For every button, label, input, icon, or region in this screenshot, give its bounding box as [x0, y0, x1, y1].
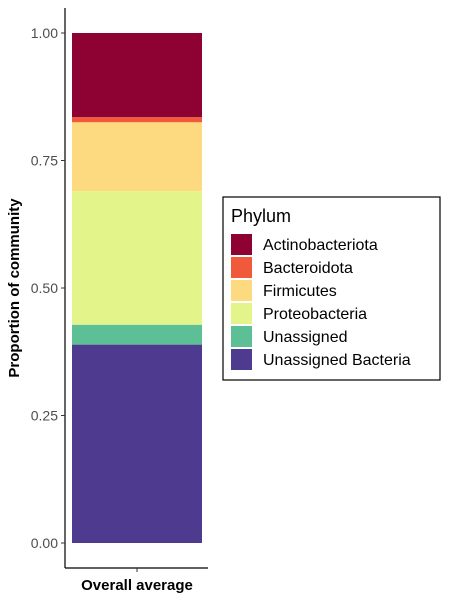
y-tick-label: 0.75: [31, 153, 58, 169]
bar-segment-firmicutes: [72, 122, 202, 192]
legend-label: Proteobacteria: [263, 306, 367, 323]
bar-segment-bacteroidota: [72, 117, 202, 123]
legend-label: Actinobacteriota: [263, 237, 378, 254]
y-tick-label: 1.00: [31, 25, 58, 41]
legend-swatch: [231, 257, 252, 278]
y-tick-label: 0.50: [31, 280, 58, 296]
x-tick-label: Overall average: [81, 577, 193, 594]
bar-segment-proteobacteria: [72, 191, 202, 325]
legend-label: Bacteroidota: [263, 260, 353, 277]
legend-label: Unassigned Bacteria: [263, 352, 411, 369]
legend-title: Phylum: [231, 206, 291, 226]
legend-swatch: [231, 303, 252, 324]
legend-swatch: [231, 280, 252, 301]
legend-box: [222, 196, 441, 381]
y-ticks: 0.00 0.25 0.50 0.75 1.00: [31, 25, 65, 551]
bar-segment-unassigned-bacteria: [72, 344, 202, 543]
bar-segment-actinobacteriota: [72, 33, 202, 118]
y-tick-label: 0.00: [31, 535, 58, 551]
legend-items: Actinobacteriota Bacteroidota Firmicutes Pr…: [231, 234, 411, 370]
legend-swatch: [231, 326, 252, 347]
legend-label: Unassigned: [263, 329, 348, 346]
bar-segments: [72, 33, 202, 543]
bar-segment-unassigned: [72, 324, 202, 345]
y-axis-title: Proportion of community: [6, 198, 23, 378]
legend-swatch: [231, 349, 252, 370]
y-tick-label: 0.25: [31, 408, 58, 424]
legend-label: Firmicutes: [263, 283, 337, 300]
x-ticks: Overall average: [81, 568, 193, 594]
legend-swatch: [231, 234, 252, 255]
legend: Phylum Actinobacteriota Bacteroidota Firmi…: [222, 196, 441, 381]
